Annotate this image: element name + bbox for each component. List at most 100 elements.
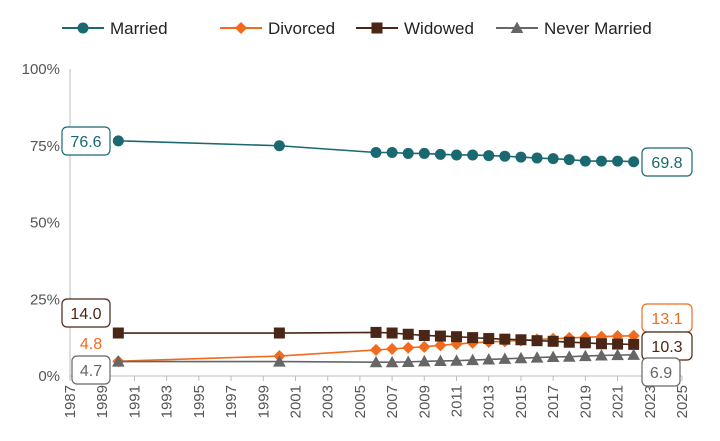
data-point — [386, 342, 399, 356]
data-point — [273, 355, 286, 367]
label-value: 76.6 — [70, 134, 101, 151]
series-widowed — [112, 326, 640, 350]
start-label-widowed: 14.0 — [61, 298, 111, 328]
y-axis: 0% 25% 50% 75% 100% — [22, 61, 71, 385]
data-point — [482, 353, 496, 365]
data-point — [628, 156, 640, 168]
series-group — [111, 135, 641, 368]
y-tick-label: 50% — [30, 215, 60, 232]
data-point — [450, 354, 463, 366]
end-label-divorced: 13.1 — [641, 303, 693, 333]
x-tick-label: 1993 — [159, 385, 176, 418]
data-labels: 76.6 69.8 4.8 13.1 14.0 10.3 4.7 6.9 — [61, 126, 693, 387]
data-point — [273, 327, 285, 339]
x-tick-label: 1995 — [191, 385, 208, 418]
data-point — [499, 333, 511, 345]
series-never-married — [111, 348, 641, 368]
label-value: 10.3 — [651, 339, 682, 356]
x-tick-label: 2003 — [320, 385, 337, 418]
data-point — [402, 328, 414, 340]
data-point — [612, 338, 624, 350]
x-tick-label: 2023 — [642, 385, 659, 418]
data-point — [385, 355, 399, 368]
data-point — [579, 337, 591, 349]
data-point — [417, 354, 431, 367]
data-point — [628, 338, 640, 350]
data-point — [111, 355, 125, 367]
legend: Married Divorced Widowed Never Married — [62, 19, 652, 38]
legend-item-divorced: Divorced — [220, 19, 335, 38]
start-label-never-married: 4.7 — [71, 355, 111, 385]
data-point — [595, 349, 608, 361]
data-point — [627, 329, 640, 342]
end-label-never-married: 6.9 — [641, 357, 681, 387]
label-box — [71, 355, 111, 385]
x-tick-label: 2011 — [449, 385, 466, 417]
label-value: 13.1 — [651, 311, 682, 328]
label-box — [61, 126, 111, 156]
x-tick-label: 2013 — [481, 385, 498, 418]
data-point — [434, 339, 447, 352]
legend-marker-diamond — [234, 21, 248, 35]
x-tick-label: 1989 — [94, 385, 111, 418]
x-tick-label: 2001 — [287, 385, 304, 418]
data-point — [595, 155, 607, 167]
data-point — [434, 148, 446, 160]
legend-label: Widowed — [404, 19, 474, 38]
label-value: 14.0 — [70, 306, 101, 323]
data-point — [369, 343, 383, 356]
x-tick-label: 2017 — [545, 385, 562, 418]
data-point — [386, 147, 398, 159]
legend-item-married: Married — [62, 19, 168, 38]
data-point — [514, 351, 528, 364]
legend-marker-triangle — [510, 21, 524, 34]
data-point — [530, 351, 544, 363]
data-point — [611, 348, 624, 361]
x-axis: 1987 1989 1991 1993 1995 1997 1999 2001 2003 2005… — [62, 375, 691, 418]
label-value: 4.8 — [80, 336, 102, 353]
x-tick-label: 1997 — [223, 385, 240, 418]
legend-label: Married — [110, 19, 168, 38]
data-point — [515, 151, 527, 163]
start-label-divorced: 4.8 — [80, 336, 102, 353]
data-point — [273, 140, 285, 152]
legend-label: Divorced — [268, 19, 335, 38]
data-point — [579, 349, 592, 362]
data-point — [546, 350, 560, 363]
data-point — [499, 150, 511, 162]
y-tick-label: 75% — [30, 138, 60, 155]
end-label-widowed: 10.3 — [641, 331, 693, 361]
data-point — [563, 336, 575, 348]
data-point — [483, 333, 495, 345]
data-point — [418, 147, 430, 159]
label-box — [641, 147, 693, 177]
start-label-married: 76.6 — [61, 126, 111, 156]
x-tick-label: 1987 — [62, 385, 79, 418]
label-value: 69.8 — [651, 155, 682, 172]
data-point — [369, 355, 383, 368]
legend-item-widowed: Widowed — [356, 19, 474, 38]
data-point — [112, 135, 124, 147]
data-point — [401, 355, 415, 367]
data-point — [112, 327, 124, 339]
label-box — [61, 298, 111, 328]
x-tick-label: 1999 — [255, 385, 272, 418]
data-point — [547, 153, 559, 165]
data-point — [451, 149, 463, 161]
data-point — [434, 330, 446, 342]
end-label-married: 69.8 — [641, 147, 693, 177]
legend-marker-circle — [77, 22, 89, 34]
x-tick-label: 2015 — [513, 385, 530, 418]
data-point — [386, 327, 398, 339]
data-point — [418, 340, 431, 353]
y-tick-label: 100% — [22, 61, 60, 78]
x-tick-label: 2009 — [416, 385, 433, 418]
legend-label: Never Married — [544, 19, 652, 38]
data-point — [402, 147, 414, 159]
x-tick-label: 1991 — [126, 385, 143, 418]
series-married — [112, 135, 640, 168]
x-tick-label: 2005 — [352, 385, 369, 418]
data-point — [515, 334, 527, 346]
data-point — [579, 155, 591, 167]
